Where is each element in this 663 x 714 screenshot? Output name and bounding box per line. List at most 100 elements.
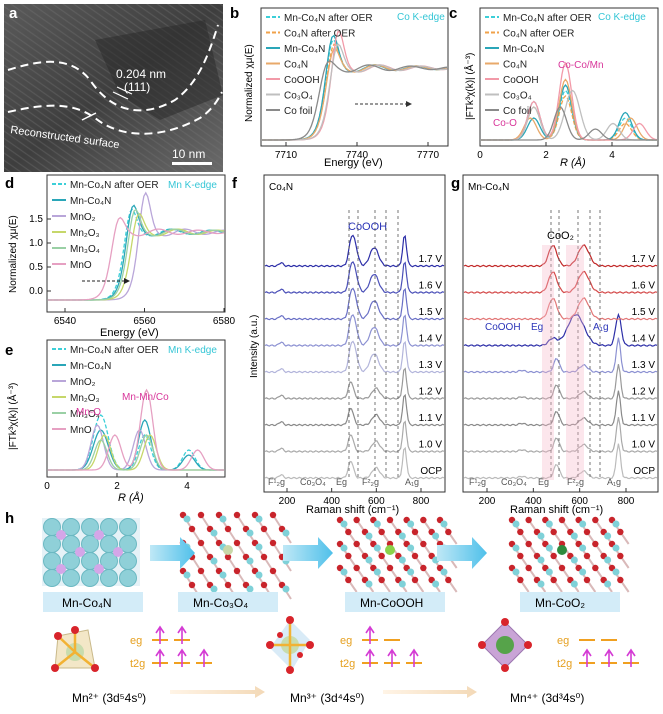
tetrahedron-mn2: [51, 626, 99, 672]
atom-o: [420, 516, 427, 524]
transform-arrow-3: [437, 537, 487, 569]
b-legend-label-2: Mn-Co₄N: [284, 44, 325, 55]
atom-co: [407, 568, 415, 576]
d-ylabel: Normalized χμ(E): [8, 215, 19, 293]
scale-bar: [172, 162, 212, 165]
atom-mn: [113, 547, 123, 557]
structure-name-2: Mn-Co₃O₄: [193, 596, 248, 610]
panel-label-g: g: [451, 175, 460, 192]
g-spectrum-8: [463, 244, 658, 268]
atom-o: [224, 553, 232, 561]
orbital-eg-label-2: eg: [557, 635, 569, 647]
b-xtick-2: 7770: [417, 150, 440, 161]
atom-co: [570, 532, 578, 540]
atom-mn: [75, 547, 85, 557]
e-xtick-2: 4: [184, 481, 190, 492]
g-spectrum-4: [463, 337, 658, 374]
atom-co: [579, 544, 587, 552]
atom-mn: [557, 545, 567, 555]
atom-co: [440, 568, 448, 576]
atom-co: [365, 532, 373, 540]
d-xtick-1: 6560: [133, 316, 156, 327]
atom-o: [420, 540, 427, 548]
d-curve-5: [47, 216, 225, 301]
atom-o: [345, 576, 352, 584]
f-ylabel: Intensity (a.u.): [249, 315, 260, 378]
atom-co: [604, 580, 612, 588]
atom-o: [224, 581, 232, 589]
e-curve-5: [48, 388, 225, 471]
c-legend-label-3: Co₄N: [503, 60, 527, 71]
structure-mnco3o4: [179, 511, 292, 600]
octahedron-mn4: [478, 618, 532, 672]
atom-mn: [56, 564, 66, 574]
d-ytick-2: 1.0: [29, 238, 43, 249]
b-legend-label-6: Co foil: [284, 106, 312, 117]
e-legend-label-0: Mn-Co₄N after OER: [70, 345, 159, 356]
atom-co: [210, 585, 218, 593]
atom-co: [612, 568, 620, 576]
atom-co: [612, 544, 620, 552]
atom-o: [411, 576, 419, 584]
atom-o: [269, 511, 277, 519]
panel-a: 0.204 nm (111) Reconstructed surface 10 …: [4, 4, 223, 172]
panel-d: d Mn-Co₄N after OER Mn-Co₄N MnO₂ Mn₂O₃ Mn₃O₄…: [5, 174, 236, 339]
atom-co: [43, 569, 61, 587]
b-legend-label-1: Co₄N after OER: [284, 29, 355, 40]
g-spectrum-3: [463, 364, 658, 400]
g-series-label-1: 1.0 V: [632, 440, 656, 451]
e-legend-label-1: Mn-Co₄N: [70, 361, 111, 372]
e-legend-label-5: MnO: [70, 425, 92, 436]
atom-co: [219, 571, 227, 579]
e-xlabel: R (Å): [118, 491, 144, 504]
atom-o: [617, 528, 624, 536]
atom-o: [517, 552, 524, 560]
g-series-label-4: 1.3 V: [632, 360, 656, 371]
panel-label-f: f: [232, 175, 238, 192]
b-ylabel: Normalized χμ(E): [244, 44, 255, 122]
e-legend-label-3: Mn₂O₃: [70, 393, 100, 404]
g-spectrum-6: [463, 297, 658, 321]
c-legend-label-1: Co₄N after OER: [503, 29, 574, 40]
atom-co: [398, 556, 406, 564]
f-xtick-2: 600: [368, 496, 385, 507]
panel-h: h Mn-Co₄N Mn-Co₃O₄ Mn-CoOOH Mn-CoO₂: [5, 510, 639, 705]
atom-co: [407, 520, 415, 528]
structure-mncoo2: [508, 516, 630, 593]
atom-co: [373, 544, 381, 552]
f-spectrum-0: [264, 446, 445, 480]
atom-co: [432, 532, 440, 540]
atom-o: [583, 528, 591, 536]
atom-co: [398, 580, 406, 588]
surface-boundary-lower: [7, 91, 223, 135]
atom-co: [407, 544, 415, 552]
b-legend-label-0: Mn-Co₄N after OER: [284, 13, 373, 24]
f-spectrum-3: [264, 367, 445, 400]
electron-spin-up-arrow: [155, 648, 165, 667]
f-spectrum-5: [264, 313, 445, 347]
panel-c: c Mn-Co₄N after OER Co₄N after OER Mn-Co₄N…: [449, 5, 659, 169]
c-xtick-0: 0: [477, 150, 483, 161]
atom-o: [445, 528, 452, 536]
state-mn3: Mn³⁺ (3d⁴4s⁰): [290, 691, 364, 705]
atom-o: [353, 564, 360, 572]
g-spectrum-2: [463, 390, 658, 427]
atom-o: [233, 511, 241, 519]
f-spectrum-2: [264, 393, 445, 427]
b-legend-label-4: CoOOH: [284, 75, 320, 86]
electron-spin-up-arrow: [177, 648, 187, 667]
panel-f: f Co₄N CoOOH OCP 1.0 V 1.1 V 1.2 V 1.3 V 1.4 …: [232, 174, 446, 516]
atom-o: [617, 552, 624, 560]
g-series-label-6: 1.5 V: [632, 307, 656, 318]
orbital-t2g-label-0: t2g: [130, 658, 145, 670]
b-xlabel: Energy (eV): [324, 157, 383, 169]
atom-co: [579, 568, 587, 576]
b-xtick-1: 7740: [346, 150, 369, 161]
atom-co: [579, 520, 587, 528]
g-xlabel: Raman shift (cm⁻¹): [510, 504, 603, 516]
f-bottom-label-3: F²₂g: [362, 477, 379, 487]
panel-label-b: b: [230, 5, 239, 22]
structure-mncoooh: [336, 516, 458, 593]
atom-co: [512, 520, 520, 528]
atom-o: [197, 567, 205, 575]
